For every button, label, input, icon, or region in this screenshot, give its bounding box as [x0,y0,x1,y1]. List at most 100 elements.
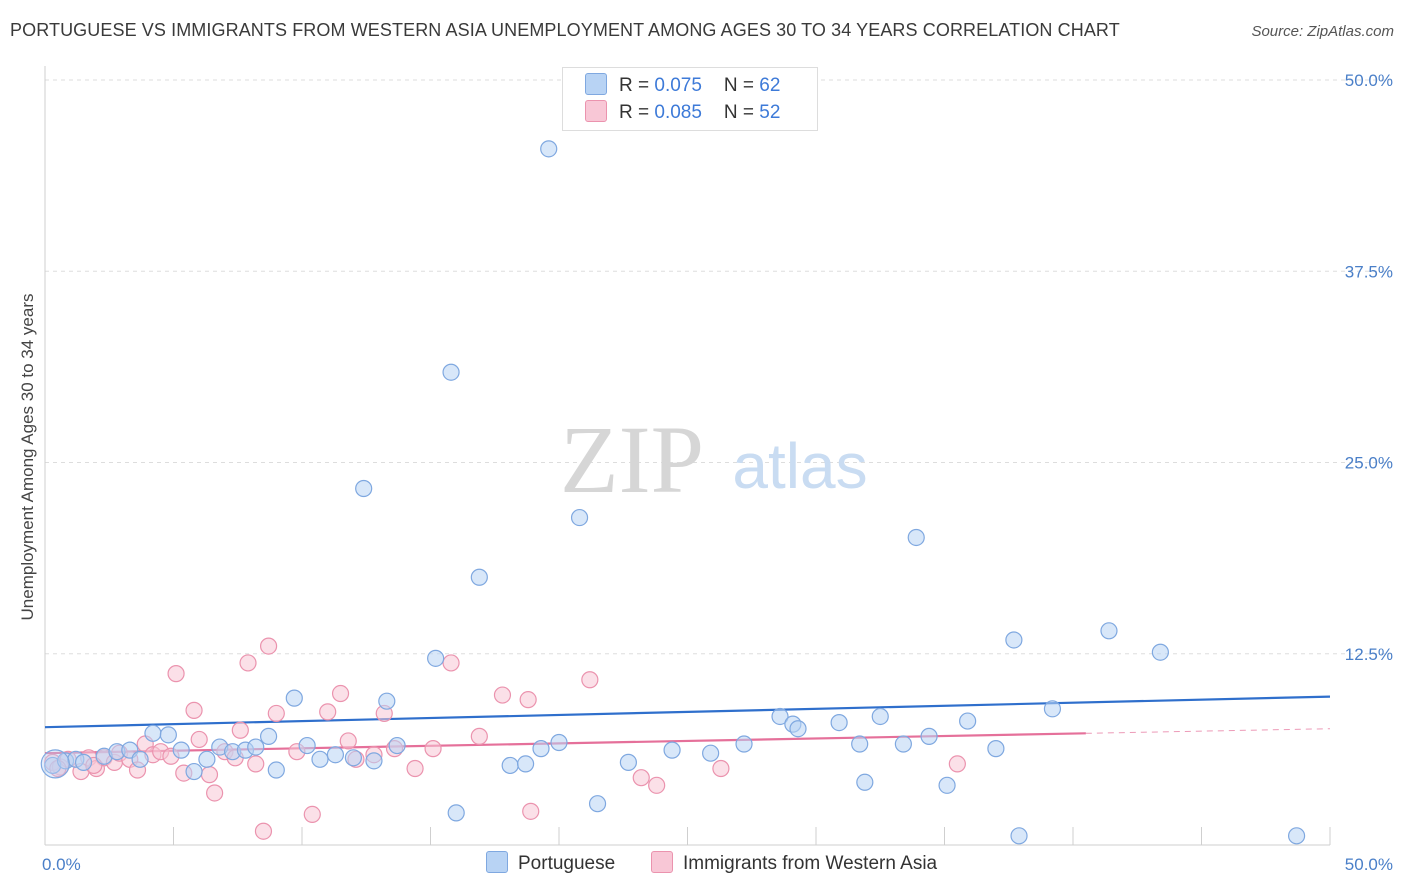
data-point-western-asia [493,686,512,704]
stats-legend: R = 0.075 N = 62 R = 0.085 N = 52 [562,67,818,131]
data-point-portuguese [259,727,278,745]
y-tick-label: 25.0% [1345,454,1393,473]
data-point-portuguese [298,736,316,755]
data-point-cluster [40,749,70,779]
data-point-portuguese [851,735,869,753]
data-point-western-asia [331,684,350,703]
data-point-portuguese [355,479,373,498]
data-point-portuguese [588,795,607,813]
series-label-portuguese: Portuguese [518,853,616,874]
data-point-portuguese [247,738,265,756]
legend-row-western-asia: R = 0.085 N = 52 [585,99,781,126]
data-point-western-asia [267,704,285,723]
series-label-western-asia: Immigrants from Western Asia [683,853,938,874]
data-point-portuguese [894,735,912,753]
data-point-portuguese [131,750,149,768]
data-point-portuguese [1005,631,1023,649]
chart-title: PORTUGUESE VS IMMIGRANTS FROM WESTERN AS… [10,20,1120,40]
legend-row-portuguese: R = 0.075 N = 62 [585,72,780,99]
data-point-portuguese [501,756,519,775]
data-point-western-asia [519,691,537,709]
legend-n-value: 52 [759,102,781,123]
data-point-western-asia [247,755,265,773]
data-point-western-asia [632,769,650,787]
data-point-portuguese [1151,643,1169,661]
series-legend-western-asia[interactable]: Immigrants from Western Asia [651,850,938,876]
data-point-portuguese [74,753,93,771]
legend-swatch-blue [585,72,607,95]
source-label: Source: ZipAtlas.com [1251,23,1394,40]
data-point-portuguese [185,762,203,781]
axes-layer [44,66,1331,846]
trend-line-portuguese [44,695,1331,729]
data-point-portuguese [771,707,789,726]
data-point-western-asia [303,805,321,824]
data-point-western-asia [231,721,249,739]
grid-layer [45,79,1392,655]
data-point-portuguese [267,761,285,779]
data-point-portuguese [516,755,535,773]
legend-swatch-pink [585,99,607,122]
data-point-portuguese [344,749,362,767]
legend-r-value: 0.085 [654,102,702,123]
data-point-portuguese [285,689,303,707]
data-point-western-asia [522,802,540,820]
data-point-portuguese [871,707,889,726]
series-swatch-pink [651,850,673,873]
data-point-portuguese [388,736,406,755]
data-point-portuguese [1287,827,1306,845]
data-point-portuguese [619,753,637,771]
data-point-portuguese [550,733,568,752]
tick-label-layer: 12.5% 25.0% 37.5% 50.0% 0.0% 50.0% [42,71,1393,874]
data-point-portuguese [427,649,445,667]
data-point-portuguese [442,363,460,381]
data-point-western-asia [167,665,185,683]
data-point-western-asia [185,701,203,719]
data-point-western-asia [442,654,460,672]
data-point-portuguese [1100,622,1118,640]
data-point-portuguese [702,744,720,762]
data-point-portuguese [1043,700,1062,718]
watermark-atlas: atlas [732,430,867,502]
data-point-portuguese [907,528,925,547]
data-point-portuguese [789,720,807,738]
data-point-portuguese [959,712,977,730]
data-point-portuguese [1010,827,1028,845]
data-point-portuguese [570,508,589,527]
data-point-portuguese [830,713,848,732]
data-point-portuguese [144,724,162,742]
x-tick-label: 50.0% [1345,855,1393,874]
data-point-portuguese [735,735,753,753]
legend-r-label: R = [619,75,655,96]
y-tick-label: 50.0% [1345,71,1393,90]
data-point-western-asia [190,730,208,749]
data-point-portuguese [326,746,345,764]
x-tick-label: 0.0% [42,855,81,874]
data-point-portuguese [856,773,874,791]
y-tick-label: 12.5% [1345,645,1393,664]
data-point-portuguese [378,692,396,710]
data-point-portuguese [159,726,177,744]
data-point-western-asia [648,776,666,794]
y-tick-label: 37.5% [1345,262,1393,281]
data-point-portuguese [920,727,938,745]
data-point-portuguese [470,568,488,586]
data-point-western-asia [424,740,442,758]
data-point-portuguese [938,776,956,794]
data-point-western-asia [319,703,337,721]
data-point-western-asia [948,755,966,773]
data-point-portuguese [365,752,383,770]
data-point-portuguese [987,740,1005,758]
data-point-western-asia [470,727,488,745]
data-point-western-asia [200,766,219,784]
data-point-western-asia [206,784,224,802]
legend-r-label: R = [619,102,655,123]
data-point-western-asia [406,759,424,778]
watermark-zip: ZIP [560,406,704,513]
points-layer [40,140,1306,845]
series-legend-portuguese[interactable]: Portuguese [486,850,616,876]
series-legend: Portuguese Immigrants from Western Asia [0,850,1406,878]
data-point-portuguese [198,750,216,768]
data-point-western-asia [259,637,278,655]
